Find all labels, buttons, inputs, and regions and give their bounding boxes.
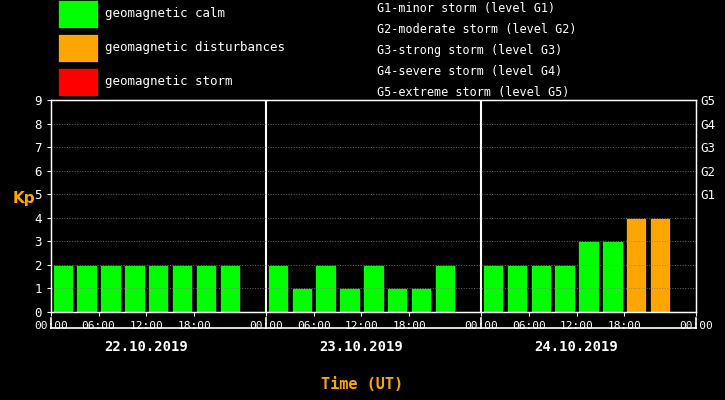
Text: G2-moderate storm (level G2): G2-moderate storm (level G2) (377, 23, 576, 36)
Bar (291, 288, 312, 312)
Text: G4-severe storm (level G4): G4-severe storm (level G4) (377, 65, 563, 78)
Bar (315, 265, 336, 312)
Bar (602, 241, 623, 312)
Text: 22.10.2019: 22.10.2019 (104, 340, 188, 354)
Bar (52, 265, 72, 312)
Text: 24.10.2019: 24.10.2019 (534, 340, 618, 354)
Bar (483, 265, 503, 312)
Bar (58, 0, 98, 28)
Bar (100, 265, 120, 312)
Bar (579, 241, 599, 312)
Text: Time (UT): Time (UT) (321, 377, 404, 392)
Text: G5-extreme storm (level G5): G5-extreme storm (level G5) (377, 86, 569, 99)
Y-axis label: Kp: Kp (12, 191, 35, 206)
Text: G1-minor storm (level G1): G1-minor storm (level G1) (377, 2, 555, 15)
Bar (650, 218, 671, 312)
Bar (339, 288, 360, 312)
Text: geomagnetic storm: geomagnetic storm (105, 76, 233, 88)
Text: geomagnetic disturbances: geomagnetic disturbances (105, 42, 285, 54)
Bar (531, 265, 551, 312)
Bar (58, 34, 98, 62)
Bar (507, 265, 527, 312)
Bar (220, 265, 240, 312)
Bar (148, 265, 168, 312)
Bar (76, 265, 96, 312)
Text: G3-strong storm (level G3): G3-strong storm (level G3) (377, 44, 563, 57)
Bar (411, 288, 431, 312)
Bar (435, 265, 455, 312)
Bar (626, 218, 647, 312)
Bar (363, 265, 384, 312)
Bar (124, 265, 144, 312)
Text: geomagnetic calm: geomagnetic calm (105, 8, 225, 20)
Bar (196, 265, 216, 312)
Bar (387, 288, 407, 312)
Bar (268, 265, 288, 312)
Bar (555, 265, 575, 312)
Bar (172, 265, 192, 312)
Bar (58, 68, 98, 96)
Text: 23.10.2019: 23.10.2019 (320, 340, 403, 354)
